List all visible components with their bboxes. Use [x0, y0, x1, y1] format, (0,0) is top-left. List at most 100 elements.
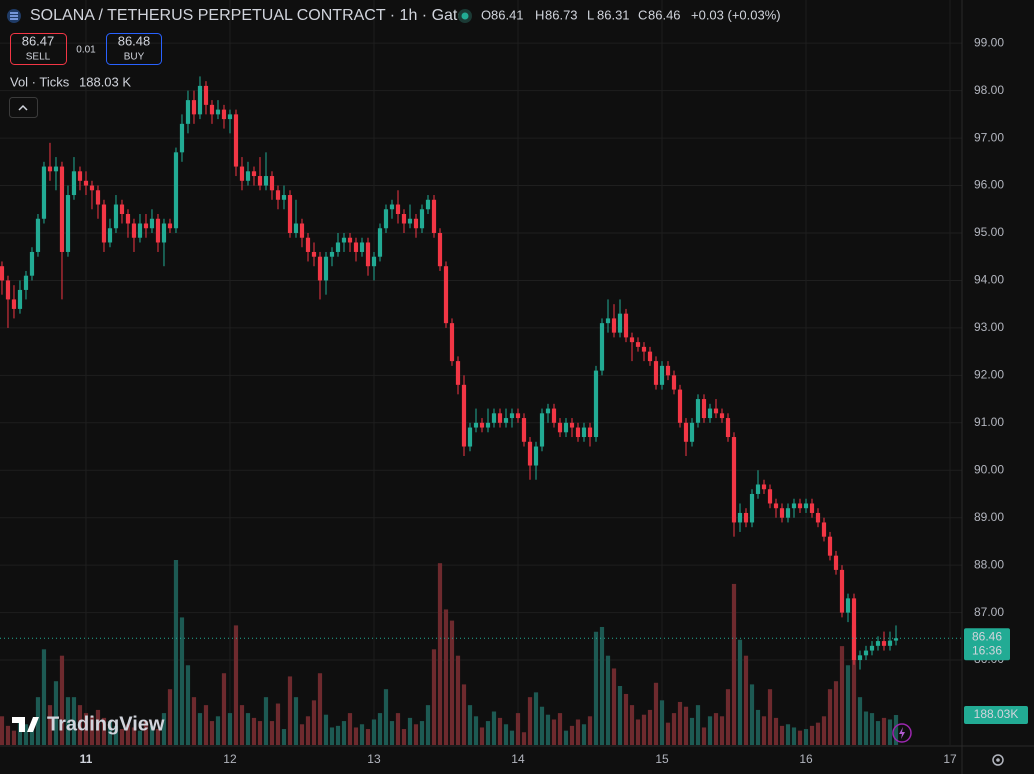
volume-bar [689, 717, 695, 745]
volume-bar [863, 711, 869, 745]
volume-bar [755, 709, 761, 745]
candle-body [419, 209, 425, 229]
candle-body [125, 214, 131, 224]
x-tick-label: 11 [80, 752, 93, 766]
volume-bar [161, 713, 167, 745]
candle-body [773, 503, 779, 509]
volume-bar [413, 724, 419, 745]
candle-body [635, 342, 641, 347]
candle-body [71, 171, 77, 196]
volume-bar [791, 727, 797, 745]
settings-button[interactable] [992, 754, 1004, 766]
candle-body [323, 256, 329, 281]
replay-icon [899, 727, 905, 739]
symbol-title[interactable]: SOLANA / TETHERUS PERPETUAL CONTRACT · 1… [30, 7, 466, 24]
volume-bar [389, 721, 395, 745]
candle-body [509, 413, 515, 419]
candle-body [479, 422, 485, 428]
candle-body [659, 365, 665, 385]
volume-bar [629, 705, 635, 745]
candle-body [119, 204, 125, 215]
volume-bar [107, 721, 113, 745]
candle-body [275, 190, 281, 200]
candle-body [587, 427, 593, 438]
buy-button[interactable] [106, 33, 162, 65]
volume-bar [323, 714, 329, 745]
volume-bar [503, 724, 509, 745]
candle-body [581, 427, 587, 438]
volume-bar [299, 724, 305, 745]
candle-body [287, 195, 293, 233]
volume-bar [455, 655, 461, 745]
volume-bar [425, 705, 431, 745]
candle-body [731, 437, 737, 523]
candle-body [359, 242, 365, 252]
volume-bar [875, 721, 881, 745]
volume-bar [611, 668, 617, 745]
buy-price: 86.48 [118, 33, 151, 48]
volume-bar [125, 724, 131, 745]
y-tick-label: 99.00 [974, 35, 1004, 49]
sell-button[interactable] [10, 33, 67, 65]
y-tick-label: 87.00 [974, 605, 1004, 619]
candle-body [401, 214, 407, 224]
candle-body [263, 176, 269, 186]
volume-bar [233, 625, 239, 745]
volume-bar [887, 719, 893, 745]
candle-body [383, 209, 389, 229]
volume-bar [881, 717, 887, 745]
candle-body [365, 242, 371, 267]
volume-legend: Vol · Ticks [10, 74, 70, 89]
volume-bar [227, 713, 233, 745]
volume-bar [737, 639, 743, 745]
volume-bar [281, 729, 287, 745]
candle-body [743, 512, 749, 523]
candle-body [437, 232, 443, 267]
volume-bar [353, 727, 359, 745]
candle-body [683, 422, 689, 442]
volume-bar [635, 719, 641, 745]
volume-bar [767, 689, 773, 745]
volume-bar [377, 713, 383, 745]
volume-bar [173, 560, 179, 745]
volume-bar [647, 709, 653, 745]
candle-body [371, 256, 377, 267]
candle-body [695, 399, 701, 423]
volume-bar [761, 716, 767, 745]
candle-body [425, 199, 431, 210]
volume-bar [257, 721, 263, 745]
candle-body [701, 399, 707, 419]
y-tick-label: 96.00 [974, 178, 1004, 192]
candle-body [851, 598, 857, 661]
volume-bar [251, 717, 257, 745]
logo: TradingView [12, 713, 165, 735]
volume-bar [719, 716, 725, 745]
volume-bar [71, 697, 77, 745]
x-tick-label: 14 [511, 752, 525, 766]
candle-body [131, 223, 137, 238]
volume-bar [179, 617, 185, 745]
candle-body [545, 408, 551, 414]
y-tick-label: 93.00 [974, 320, 1004, 334]
volume-bar [593, 631, 599, 745]
volume-bar [533, 692, 539, 745]
y-tick-label: 90.00 [974, 462, 1004, 476]
x-tick-label: 12 [223, 752, 237, 766]
candle-body [761, 484, 767, 490]
volume-bar [509, 730, 515, 745]
candle-body [341, 237, 347, 243]
volume-bar [665, 722, 671, 745]
volume-bar [743, 655, 749, 745]
volume-bar [5, 725, 11, 745]
volume-bar [809, 725, 815, 745]
candle-body [845, 598, 851, 613]
axes: 86.0087.0088.0089.0090.0091.0092.0093.00… [80, 35, 1005, 766]
replay-button[interactable] [892, 723, 912, 743]
candle-body [335, 242, 341, 252]
volume-bar [521, 732, 527, 745]
candle-body [53, 166, 59, 172]
candle-body [377, 228, 383, 257]
sell-price: 86.47 [22, 33, 55, 48]
candle-body [797, 503, 803, 509]
